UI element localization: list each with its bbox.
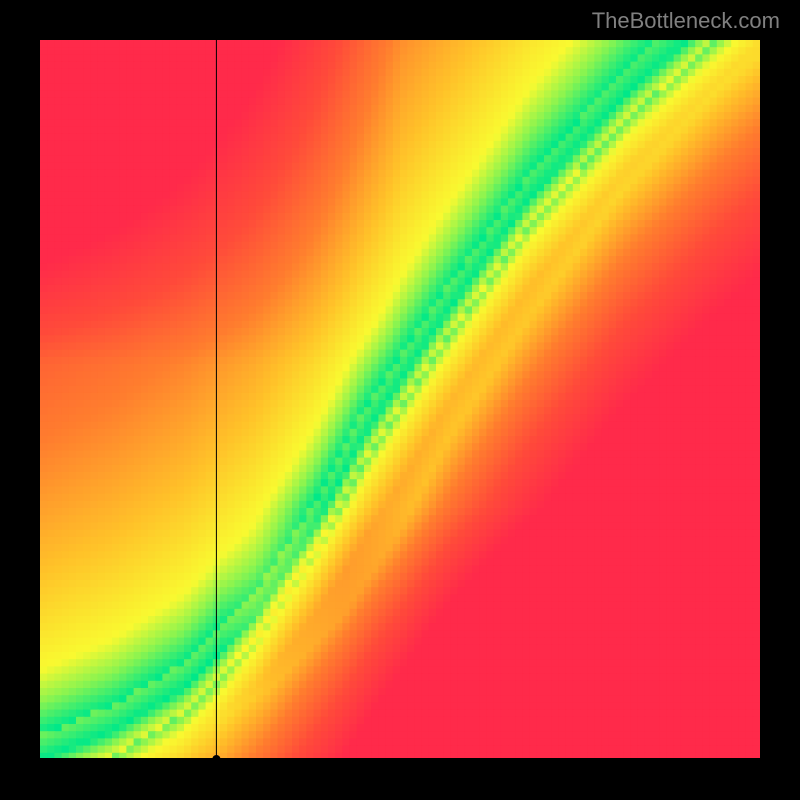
x-axis-tick-dot [212, 755, 220, 760]
chart-container: TheBottleneck.com [0, 0, 800, 800]
watermark-text: TheBottleneck.com [592, 8, 780, 34]
axis-overlay [40, 40, 760, 760]
heatmap-plot [40, 40, 760, 760]
